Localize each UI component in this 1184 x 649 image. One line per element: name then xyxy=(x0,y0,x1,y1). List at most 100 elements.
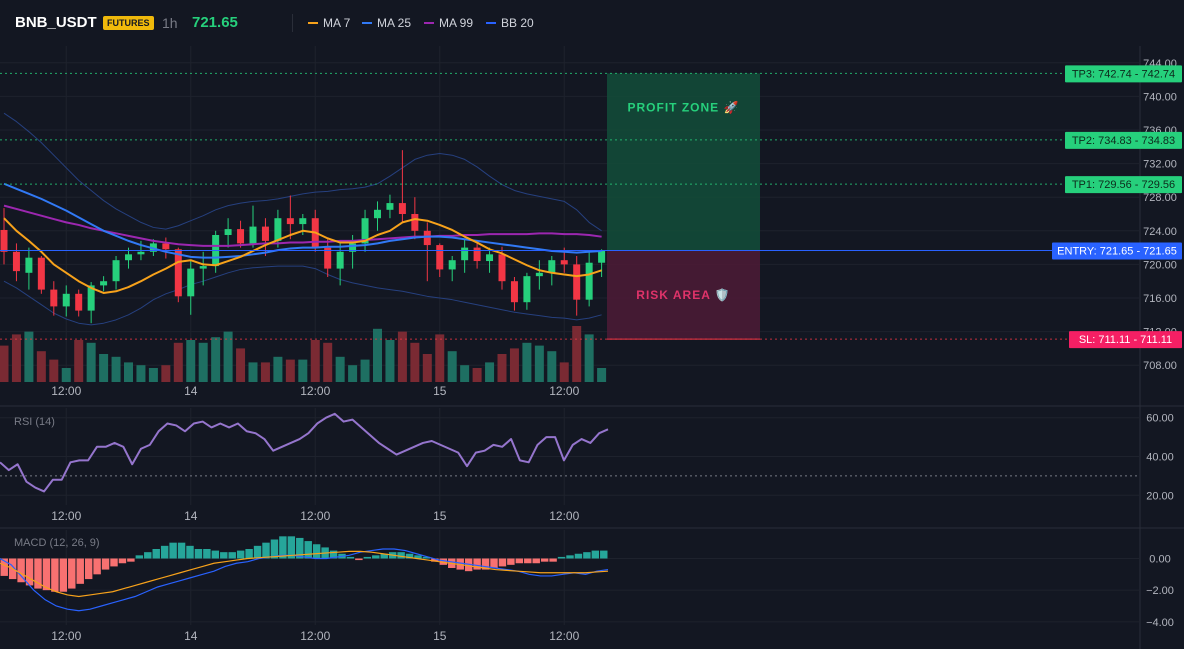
time-axis-tick: 12:00 xyxy=(51,509,81,523)
macd-histogram-bar xyxy=(144,552,152,559)
macd-histogram-bar xyxy=(194,549,203,559)
candle-body xyxy=(423,230,431,246)
time-axis-tick: 14 xyxy=(184,629,198,643)
volume-bar xyxy=(485,362,495,382)
volume-bar xyxy=(547,351,557,382)
candle-body xyxy=(374,209,381,219)
candle-body xyxy=(224,229,232,235)
macd-histogram-bar xyxy=(68,558,76,589)
volume-bar xyxy=(572,326,582,382)
candle-body xyxy=(498,254,506,282)
candle-body xyxy=(585,262,593,300)
volume-bar xyxy=(99,354,109,382)
macd-histogram-bar xyxy=(549,558,557,562)
time-axis-tick: 15 xyxy=(433,509,447,523)
volume-bar xyxy=(223,331,233,382)
legend-swatch-icon xyxy=(424,22,434,24)
price-axis-tick: 724.00 xyxy=(1143,226,1177,238)
macd-axis-tick: 0.00 xyxy=(1149,554,1170,566)
macd-histogram-bar xyxy=(405,553,414,559)
macd-histogram-bar xyxy=(253,545,262,559)
macd-histogram-bar xyxy=(566,555,574,559)
price-tag-tp xyxy=(1065,65,1182,83)
macd-histogram-bar xyxy=(279,536,287,559)
candle-body xyxy=(436,245,444,270)
macd-histogram-bar xyxy=(160,545,169,559)
macd-histogram-bar xyxy=(600,550,608,559)
macd-histogram-bar xyxy=(177,542,186,559)
macd-histogram-bar xyxy=(203,549,211,559)
price-tag-label: TP1: 729.56 - 729.56 xyxy=(1072,179,1175,191)
volume-bar xyxy=(186,340,196,382)
volume-bar xyxy=(86,342,96,382)
macd-histogram-bar xyxy=(532,558,540,564)
candle-body xyxy=(386,203,394,210)
volume-bar xyxy=(397,331,407,382)
rsi-axis-tick: 60.00 xyxy=(1146,413,1174,425)
rsi-line xyxy=(0,412,609,493)
rsi-title: RSI (14) xyxy=(14,416,55,428)
volume-bar xyxy=(198,342,208,382)
legend-ma7[interactable]: MA 7 xyxy=(308,16,350,30)
candle-body xyxy=(486,254,494,262)
price-axis-tick: 708.00 xyxy=(1143,360,1177,372)
macd-histogram-bar xyxy=(304,541,312,559)
macd-histogram-bar xyxy=(591,550,600,559)
volume-bar xyxy=(298,359,308,382)
price-axis-tick: 732.00 xyxy=(1143,159,1177,171)
macd-histogram-bar xyxy=(507,558,515,565)
volume-bar xyxy=(74,340,84,382)
candle-body xyxy=(461,247,469,261)
macd-histogram-bar xyxy=(557,556,566,559)
volume-bar xyxy=(273,356,283,382)
macd-histogram-bar xyxy=(51,558,59,592)
candle-body xyxy=(0,229,8,252)
time-axis-tick: 12:00 xyxy=(300,384,330,398)
timeframe-label[interactable]: 1h xyxy=(162,15,178,31)
legend-swatch-icon xyxy=(308,22,318,24)
volume-bar xyxy=(534,345,544,382)
macd-histogram-bar xyxy=(481,558,490,570)
candle-body xyxy=(548,260,556,273)
macd-histogram-bar xyxy=(262,542,270,559)
macd-histogram-bar xyxy=(228,552,236,559)
macd-histogram-bar xyxy=(380,553,388,559)
price-axis-tick: 716.00 xyxy=(1143,293,1177,305)
legend-swatch-icon xyxy=(486,22,496,24)
time-axis-tick: 12:00 xyxy=(51,629,81,643)
time-axis-tick: 15 xyxy=(433,629,447,643)
candle-body xyxy=(100,281,108,286)
macd-histogram-bar xyxy=(540,558,549,562)
legend-bb20[interactable]: BB 20 xyxy=(486,16,534,30)
candle-body xyxy=(237,229,245,244)
candle-body xyxy=(125,254,132,261)
macd-histogram-bar xyxy=(25,558,34,586)
macd-histogram-bar xyxy=(473,558,481,570)
candle-body xyxy=(286,218,294,225)
candle-body xyxy=(510,281,518,303)
candle-body xyxy=(87,285,95,311)
macd-histogram-bar xyxy=(574,553,583,559)
volume-bar xyxy=(61,368,71,382)
legend-ma99[interactable]: MA 99 xyxy=(424,16,473,30)
legend-ma25[interactable]: MA 25 xyxy=(362,16,411,30)
volume-bar xyxy=(422,354,432,382)
macd-title: MACD (12, 26, 9) xyxy=(14,537,100,549)
symbol-label[interactable]: BNB_USDT xyxy=(15,14,97,31)
legend-swatch-icon xyxy=(362,22,372,24)
ma7-line xyxy=(3,217,602,294)
rsi-axis-tick: 40.00 xyxy=(1146,452,1174,464)
macd-axis-tick: −4.00 xyxy=(1146,617,1174,629)
candle-body xyxy=(336,251,344,269)
volume-bar xyxy=(360,359,370,382)
macd-histogram-bar xyxy=(211,550,220,559)
futures-badge: FUTURES xyxy=(103,16,154,30)
time-axis-tick: 12:00 xyxy=(549,509,579,523)
macd-histogram-bar xyxy=(93,558,101,575)
macd-histogram-bar xyxy=(287,536,296,559)
macd-histogram-bar xyxy=(34,558,42,589)
macd-histogram-bar xyxy=(296,537,304,559)
volume-bar xyxy=(509,348,519,382)
candle-body xyxy=(174,249,182,297)
